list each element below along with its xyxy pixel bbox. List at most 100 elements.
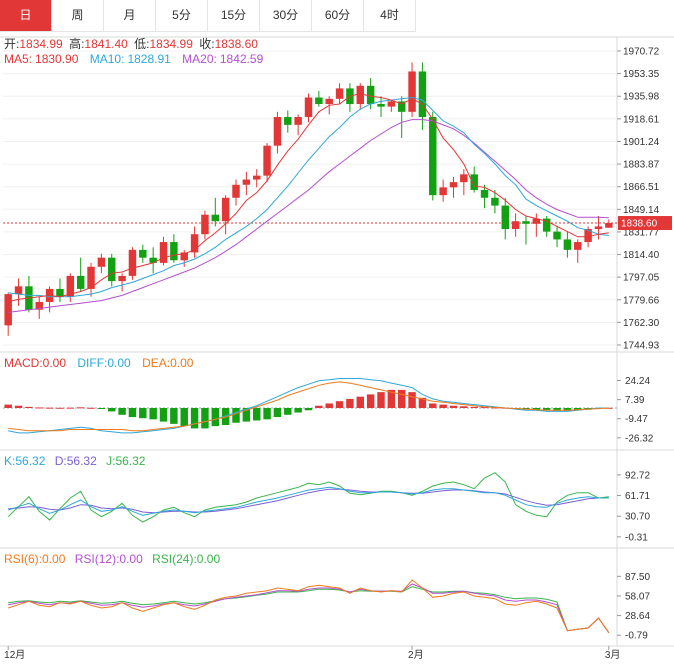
x-tick-label: 3月 [605, 649, 621, 661]
price-tick-label: 1744.93 [623, 341, 660, 352]
macd-bar [439, 404, 447, 408]
ohlc-legend: 开:1834.99 高:1841.40 低:1834.99 收:1838.60 [4, 36, 258, 51]
macd-bar [294, 408, 302, 413]
candle-body [460, 174, 468, 183]
macd-bar [397, 389, 406, 408]
tab-6[interactable]: 60分 [312, 0, 364, 31]
tab-4[interactable]: 15分 [208, 0, 260, 31]
last-price-box [618, 216, 672, 231]
candle-body [387, 101, 396, 107]
price-tick-label: 1970.72 [623, 47, 660, 58]
candle-body [366, 85, 375, 105]
macd-bar [315, 405, 323, 408]
tab-7[interactable]: 4时 [364, 0, 416, 31]
macd-bar [491, 407, 499, 409]
price-tick-label: 1901.24 [623, 137, 660, 148]
candle-body [170, 242, 178, 261]
candle-body [594, 226, 603, 230]
macd-bar [470, 406, 478, 408]
price-tick-label: 1883.87 [623, 160, 660, 171]
macd-bar [273, 408, 282, 418]
macd-bar [108, 408, 116, 412]
kdj-tick-label: -0.31 [625, 532, 648, 543]
x-tick-label: 12月 [4, 649, 25, 661]
ma20-line [8, 119, 609, 313]
d-line [8, 488, 609, 514]
price-tick-label: 1918.61 [623, 114, 660, 125]
macd-bar [460, 406, 468, 408]
macd-bar [418, 397, 427, 408]
rsi-tick-label: 28.64 [625, 611, 650, 622]
candle-body [418, 71, 427, 118]
last-price-label: 1838.60 [621, 219, 658, 230]
macd-bar [35, 407, 43, 409]
candle-body [522, 221, 530, 224]
kdj-legend: K:56.32 D:56.32 J:56.32 [4, 454, 146, 468]
candle-body [35, 301, 43, 310]
price-tick-label: 1935.98 [623, 92, 660, 103]
kdj-tick-label: 61.71 [625, 491, 650, 502]
candle-body [128, 249, 137, 276]
macd-bar [87, 407, 95, 409]
candle-body [252, 175, 261, 180]
candle-body [408, 71, 416, 112]
macd-bar [232, 408, 240, 423]
ma-legend: MA5: 1830.90 MA10: 1828.91 MA20: 1842.59 [4, 52, 264, 66]
candle-body [108, 257, 116, 282]
macd-bar [408, 392, 416, 408]
macd-bar [377, 392, 385, 408]
candle-body [273, 117, 282, 146]
candle-body [449, 182, 458, 188]
macd-bar [128, 408, 137, 418]
candle-body [325, 98, 333, 105]
candle-body [284, 117, 292, 125]
candle-body [532, 218, 541, 224]
candle-body [397, 101, 406, 112]
macd-bar [159, 408, 168, 422]
candle-body [553, 231, 561, 240]
ma10-line [8, 96, 609, 298]
j-line [7, 472, 609, 523]
candle-body [429, 117, 437, 196]
price-tick-label: 1831.77 [623, 227, 660, 238]
candle-body [118, 275, 126, 282]
price-tick-label: 1953.35 [623, 69, 660, 80]
candle-body [232, 184, 240, 198]
macd-bar [14, 405, 23, 408]
candle-body [294, 117, 302, 125]
macd-bar [346, 398, 354, 408]
k-line [8, 486, 609, 516]
macd-bar [4, 404, 12, 408]
macd-bar [605, 407, 613, 409]
price-tick-label: 1814.40 [623, 250, 660, 261]
candle-body [149, 257, 157, 263]
price-tick-label: 1866.51 [623, 182, 660, 193]
tab-2[interactable]: 月 [104, 0, 156, 31]
macd-bar [304, 408, 313, 411]
macd-tick-label: 7.39 [625, 395, 645, 406]
candle-body [304, 97, 313, 118]
price-tick-label: 1779.66 [623, 295, 660, 306]
macd-bar [211, 408, 220, 427]
macd-tick-label: 24.24 [625, 376, 650, 387]
dea-line [8, 381, 609, 432]
macd-bar [335, 401, 344, 408]
candle-body [563, 239, 572, 250]
macd-bar [480, 407, 489, 409]
candle-body [14, 286, 23, 295]
tab-1[interactable]: 周 [52, 0, 104, 31]
candle-body [66, 275, 75, 297]
candle-body [501, 205, 509, 230]
candle-body [97, 257, 106, 267]
macd-tick-label: -9.47 [625, 414, 648, 425]
macd-bar [190, 408, 199, 429]
ma5-line [8, 93, 609, 303]
period-tabs: 日周月 5分 15分 30分 60分 4时 [0, 0, 416, 32]
tab-3[interactable]: 5分 [156, 0, 208, 31]
price-tick-label: 1797.05 [623, 273, 660, 284]
macd-bar [56, 407, 64, 409]
tab-0[interactable]: 日 [0, 0, 52, 31]
macd-bar [97, 408, 106, 409]
macd-bar [221, 408, 230, 425]
tab-5[interactable]: 30分 [260, 0, 312, 31]
